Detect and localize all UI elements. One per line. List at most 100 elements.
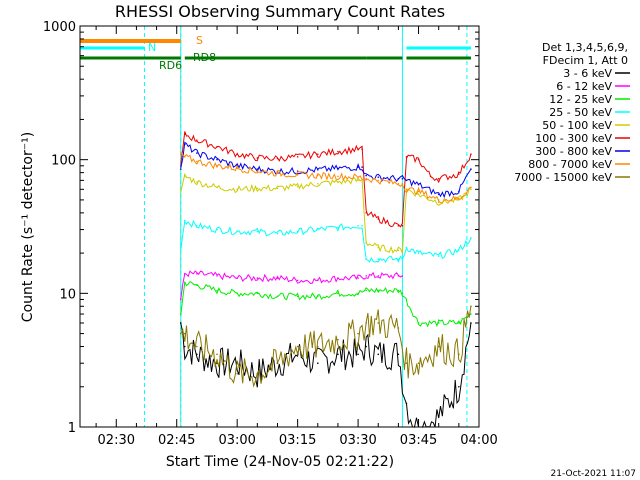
series-line-3 xyxy=(180,219,472,263)
data-point xyxy=(276,232,279,235)
data-point xyxy=(458,385,460,388)
data-point xyxy=(276,187,279,190)
data-point xyxy=(256,168,259,170)
data-point xyxy=(365,177,367,180)
y-tick-label: 1000 xyxy=(43,20,76,35)
data-point xyxy=(437,177,440,180)
legend-entry-label: 25 - 50 keV xyxy=(549,106,612,119)
data-point xyxy=(316,295,319,298)
data-point xyxy=(196,225,198,227)
data-point xyxy=(337,181,339,183)
series-line-1 xyxy=(180,270,403,300)
data-point xyxy=(357,353,359,356)
data-point xyxy=(316,168,319,171)
data-point xyxy=(357,166,359,168)
x-tick-label: 03:30 xyxy=(339,433,376,448)
data-point xyxy=(183,156,186,158)
data-point xyxy=(437,199,440,201)
data-point xyxy=(256,373,259,375)
legend: Det 1,3,4,5,6,9,FDecim 1, Att 03 - 6 keV… xyxy=(514,41,630,184)
legend-entry-label: 800 - 7000 keV xyxy=(528,158,612,171)
data-point xyxy=(316,279,319,282)
data-point xyxy=(236,188,238,191)
data-point xyxy=(470,188,472,191)
data-point xyxy=(470,322,472,324)
legend-entry-label: 7000 - 15000 keV xyxy=(514,171,612,184)
data-point xyxy=(296,279,299,282)
legend-entry-label: 6 - 12 keV xyxy=(556,80,612,93)
data-point xyxy=(417,183,420,186)
data-point xyxy=(337,277,339,279)
data-point xyxy=(196,139,198,141)
data-point xyxy=(276,172,279,175)
data-point xyxy=(236,292,238,295)
data-point xyxy=(417,252,420,254)
data-point xyxy=(377,246,380,249)
data-point xyxy=(256,292,259,295)
data-point xyxy=(429,175,432,178)
data-point xyxy=(405,179,408,182)
data-point xyxy=(470,153,472,155)
series-line-5 xyxy=(180,131,472,228)
data-point xyxy=(458,249,460,252)
data-point xyxy=(417,193,420,196)
x-tick-label: 03:00 xyxy=(218,433,255,448)
x-tick-label: 04:00 xyxy=(460,433,497,448)
data-point xyxy=(405,246,408,249)
legend-header: Det 1,3,4,5,6,9, xyxy=(542,41,628,54)
data-point xyxy=(365,289,367,292)
data-point xyxy=(470,186,472,189)
data-point xyxy=(397,327,400,329)
data-point xyxy=(296,174,299,176)
data-point xyxy=(179,246,182,249)
legend-header: FDecim 1, Att 0 xyxy=(543,54,628,67)
data-point xyxy=(458,173,460,175)
series-8 xyxy=(179,305,472,388)
data-point xyxy=(179,313,182,315)
series-4 xyxy=(179,172,472,254)
data-point xyxy=(397,249,400,252)
data-point xyxy=(216,275,218,277)
data-point xyxy=(216,228,218,231)
series-1 xyxy=(179,270,404,301)
data-point xyxy=(196,160,198,163)
data-point xyxy=(470,305,472,308)
data-point xyxy=(417,158,420,161)
data-point xyxy=(417,362,420,365)
data-point xyxy=(357,179,359,182)
data-point xyxy=(405,402,408,405)
data-point xyxy=(179,298,182,301)
data-point xyxy=(377,218,380,220)
data-point xyxy=(179,153,182,155)
data-point xyxy=(296,295,299,298)
data-point xyxy=(337,226,339,229)
legend-entry-label: 300 - 800 keV xyxy=(535,145,612,158)
data-point xyxy=(401,225,404,227)
data-point xyxy=(196,181,198,183)
data-point xyxy=(365,241,367,244)
data-point xyxy=(276,295,279,298)
data-point xyxy=(437,255,440,257)
data-point xyxy=(437,193,440,196)
data-point xyxy=(256,187,259,190)
data-point xyxy=(337,292,339,295)
data-point xyxy=(316,362,319,365)
data-point xyxy=(183,281,186,284)
data-point xyxy=(401,249,404,252)
data-point xyxy=(361,179,363,182)
data-point xyxy=(183,143,186,146)
data-point xyxy=(256,170,259,172)
data-point xyxy=(316,182,319,185)
y-tick-label: 10 xyxy=(59,287,76,302)
data-point xyxy=(357,292,359,295)
data-point xyxy=(216,186,218,189)
data-point xyxy=(316,153,319,155)
data-point xyxy=(405,156,408,158)
data-point xyxy=(377,289,380,292)
data-point xyxy=(196,273,198,275)
data-point xyxy=(377,176,380,178)
data-point xyxy=(236,373,238,375)
data-point xyxy=(405,188,408,191)
data-point xyxy=(361,225,363,227)
